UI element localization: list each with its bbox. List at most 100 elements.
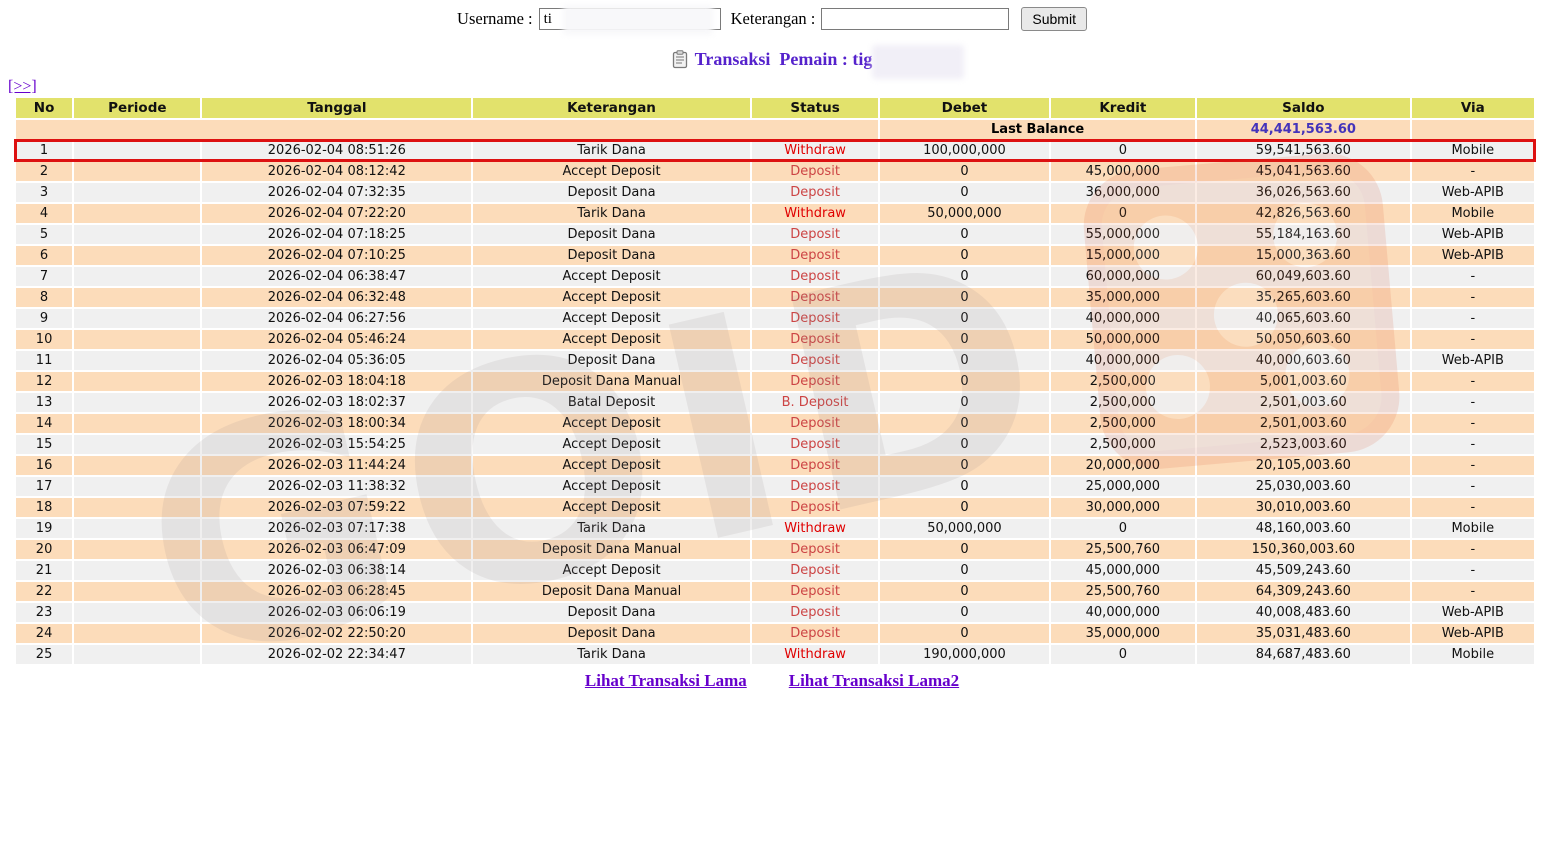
cell-status: Withdraw [751,204,879,223]
cell-no: 11 [16,351,73,370]
cell-periode [74,582,201,601]
cell-no: 19 [16,519,73,538]
cell-no: 4 [16,204,73,223]
cell-via: - [1411,393,1534,412]
cell-no: 13 [16,393,73,412]
last-balance-row: Last Balance 44,441,563.60 [16,120,1534,139]
cell-saldo: 2,501,003.60 [1197,393,1410,412]
cell-periode [74,540,201,559]
cell-keterangan: Accept Deposit [473,330,750,349]
cell-periode [74,162,201,181]
cell-keterangan: Accept Deposit [473,477,750,496]
cell-debet: 0 [880,225,1049,244]
cell-kredit: 0 [1050,645,1196,664]
cell-periode [74,477,201,496]
header-via: Via [1411,98,1534,118]
cell-keterangan: Accept Deposit [473,435,750,454]
cell-periode [74,519,201,538]
cell-no: 17 [16,477,73,496]
cell-kredit: 2,500,000 [1050,435,1196,454]
pagination-next-link[interactable]: [>>] [8,78,37,95]
table-row: 22 2026-02-03 06:28:45 Deposit Dana Manual… [16,582,1534,601]
header-keterangan: Keterangan [473,98,750,118]
header-status: Status [751,98,879,118]
cell-periode [74,141,201,160]
link-lihat-transaksi-lama2[interactable]: Lihat Transaksi Lama2 [788,671,960,690]
cell-keterangan: Accept Deposit [473,162,750,181]
cell-status: Deposit [751,477,879,496]
submit-button[interactable]: Submit [1021,7,1087,31]
table-row: 18 2026-02-03 07:59:22 Accept Deposit Depos… [16,498,1534,517]
cell-periode [74,393,201,412]
cell-keterangan: Deposit Dana [473,225,750,244]
cell-debet: 0 [880,330,1049,349]
cell-no: 14 [16,414,73,433]
cell-via: - [1411,162,1534,181]
table-row: 7 2026-02-04 06:38:47 Accept Deposit Deposi… [16,267,1534,286]
cell-periode [74,624,201,643]
cell-via: Web-APIB [1411,225,1534,244]
cell-via: - [1411,477,1534,496]
cell-tanggal: 2026-02-02 22:50:20 [202,624,472,643]
table-row: 3 2026-02-04 07:32:35 Deposit Dana Deposit 0… [16,183,1534,202]
cell-tanggal: 2026-02-03 07:17:38 [202,519,472,538]
cell-no: 22 [16,582,73,601]
cell-tanggal: 2026-02-04 06:32:48 [202,288,472,307]
cell-via: - [1411,267,1534,286]
table-row: 20 2026-02-03 06:47:09 Deposit Dana Manual… [16,540,1534,559]
cell-tanggal: 2026-02-04 05:36:05 [202,351,472,370]
cell-periode [74,309,201,328]
cell-keterangan: Accept Deposit [473,414,750,433]
cell-saldo: 20,105,003.60 [1197,456,1410,475]
cell-keterangan: Deposit Dana [473,183,750,202]
cell-kredit: 2,500,000 [1050,414,1196,433]
table-row: 16 2026-02-03 11:44:24 Accept Deposit Depos… [16,456,1534,475]
cell-tanggal: 2026-02-03 18:02:37 [202,393,472,412]
redaction-overlay [562,4,713,35]
last-balance-value: 44,441,563.60 [1197,120,1410,139]
cell-tanggal: 2026-02-04 06:38:47 [202,267,472,286]
cell-saldo: 40,000,603.60 [1197,351,1410,370]
table-row: 17 2026-02-03 11:38:32 Accept Deposit Depos… [16,477,1534,496]
cell-debet: 190,000,000 [880,645,1049,664]
cell-no: 1 [16,141,73,160]
keterangan-input[interactable] [821,8,1010,30]
cell-saldo: 60,049,603.60 [1197,267,1410,286]
cell-no: 9 [16,309,73,328]
cell-via: - [1411,561,1534,580]
table-row: 23 2026-02-03 06:06:19 Deposit Dana Deposit… [16,603,1534,622]
table-row: 14 2026-02-03 18:00:34 Accept Deposit Depos… [16,414,1534,433]
table-row: 4 2026-02-04 07:22:20 Tarik Dana Withdraw 50… [16,204,1534,223]
page-title-row: Transaksi Pemain : tig [0,45,1544,79]
cell-no: 5 [16,225,73,244]
cell-periode [74,372,201,391]
cell-periode [74,246,201,265]
table-row: 19 2026-02-03 07:17:38 Tarik Dana Withdraw 5… [16,519,1534,538]
cell-saldo: 15,000,363.60 [1197,246,1410,265]
cell-debet: 0 [880,540,1049,559]
cell-saldo: 25,030,003.60 [1197,477,1410,496]
cell-tanggal: 2026-02-03 18:00:34 [202,414,472,433]
cell-periode [74,435,201,454]
table-row: 1 2026-02-04 08:51:26 Tarik Dana Withdraw 10… [14,139,1536,162]
cell-via: - [1411,309,1534,328]
link-lihat-transaksi-lama[interactable]: Lihat Transaksi Lama [584,671,747,690]
header-no: No [16,98,73,118]
cell-kredit: 45,000,000 [1050,561,1196,580]
cell-status: Deposit [751,414,879,433]
cell-kredit: 2,500,000 [1050,393,1196,412]
cell-status: B. Deposit [751,393,879,412]
transactions-table: No Periode Tanggal Keterangan Status Debet Kre… [14,96,1536,666]
table-row: 15 2026-02-03 15:54:25 Accept Deposit Depos… [16,435,1534,454]
cell-kredit: 45,000,000 [1050,162,1196,181]
cell-via: - [1411,540,1534,559]
cell-periode [74,561,201,580]
cell-tanggal: 2026-02-03 06:06:19 [202,603,472,622]
cell-tanggal: 2026-02-03 06:38:14 [202,561,472,580]
cell-tanggal: 2026-02-03 06:28:45 [202,582,472,601]
table-row: 8 2026-02-04 06:32:48 Accept Deposit Deposi… [16,288,1534,307]
cell-periode [74,330,201,349]
cell-keterangan: Tarik Dana [473,519,750,538]
table-row: 21 2026-02-03 06:38:14 Accept Deposit Depos… [16,561,1534,580]
keterangan-label: Keterangan : [730,9,816,28]
